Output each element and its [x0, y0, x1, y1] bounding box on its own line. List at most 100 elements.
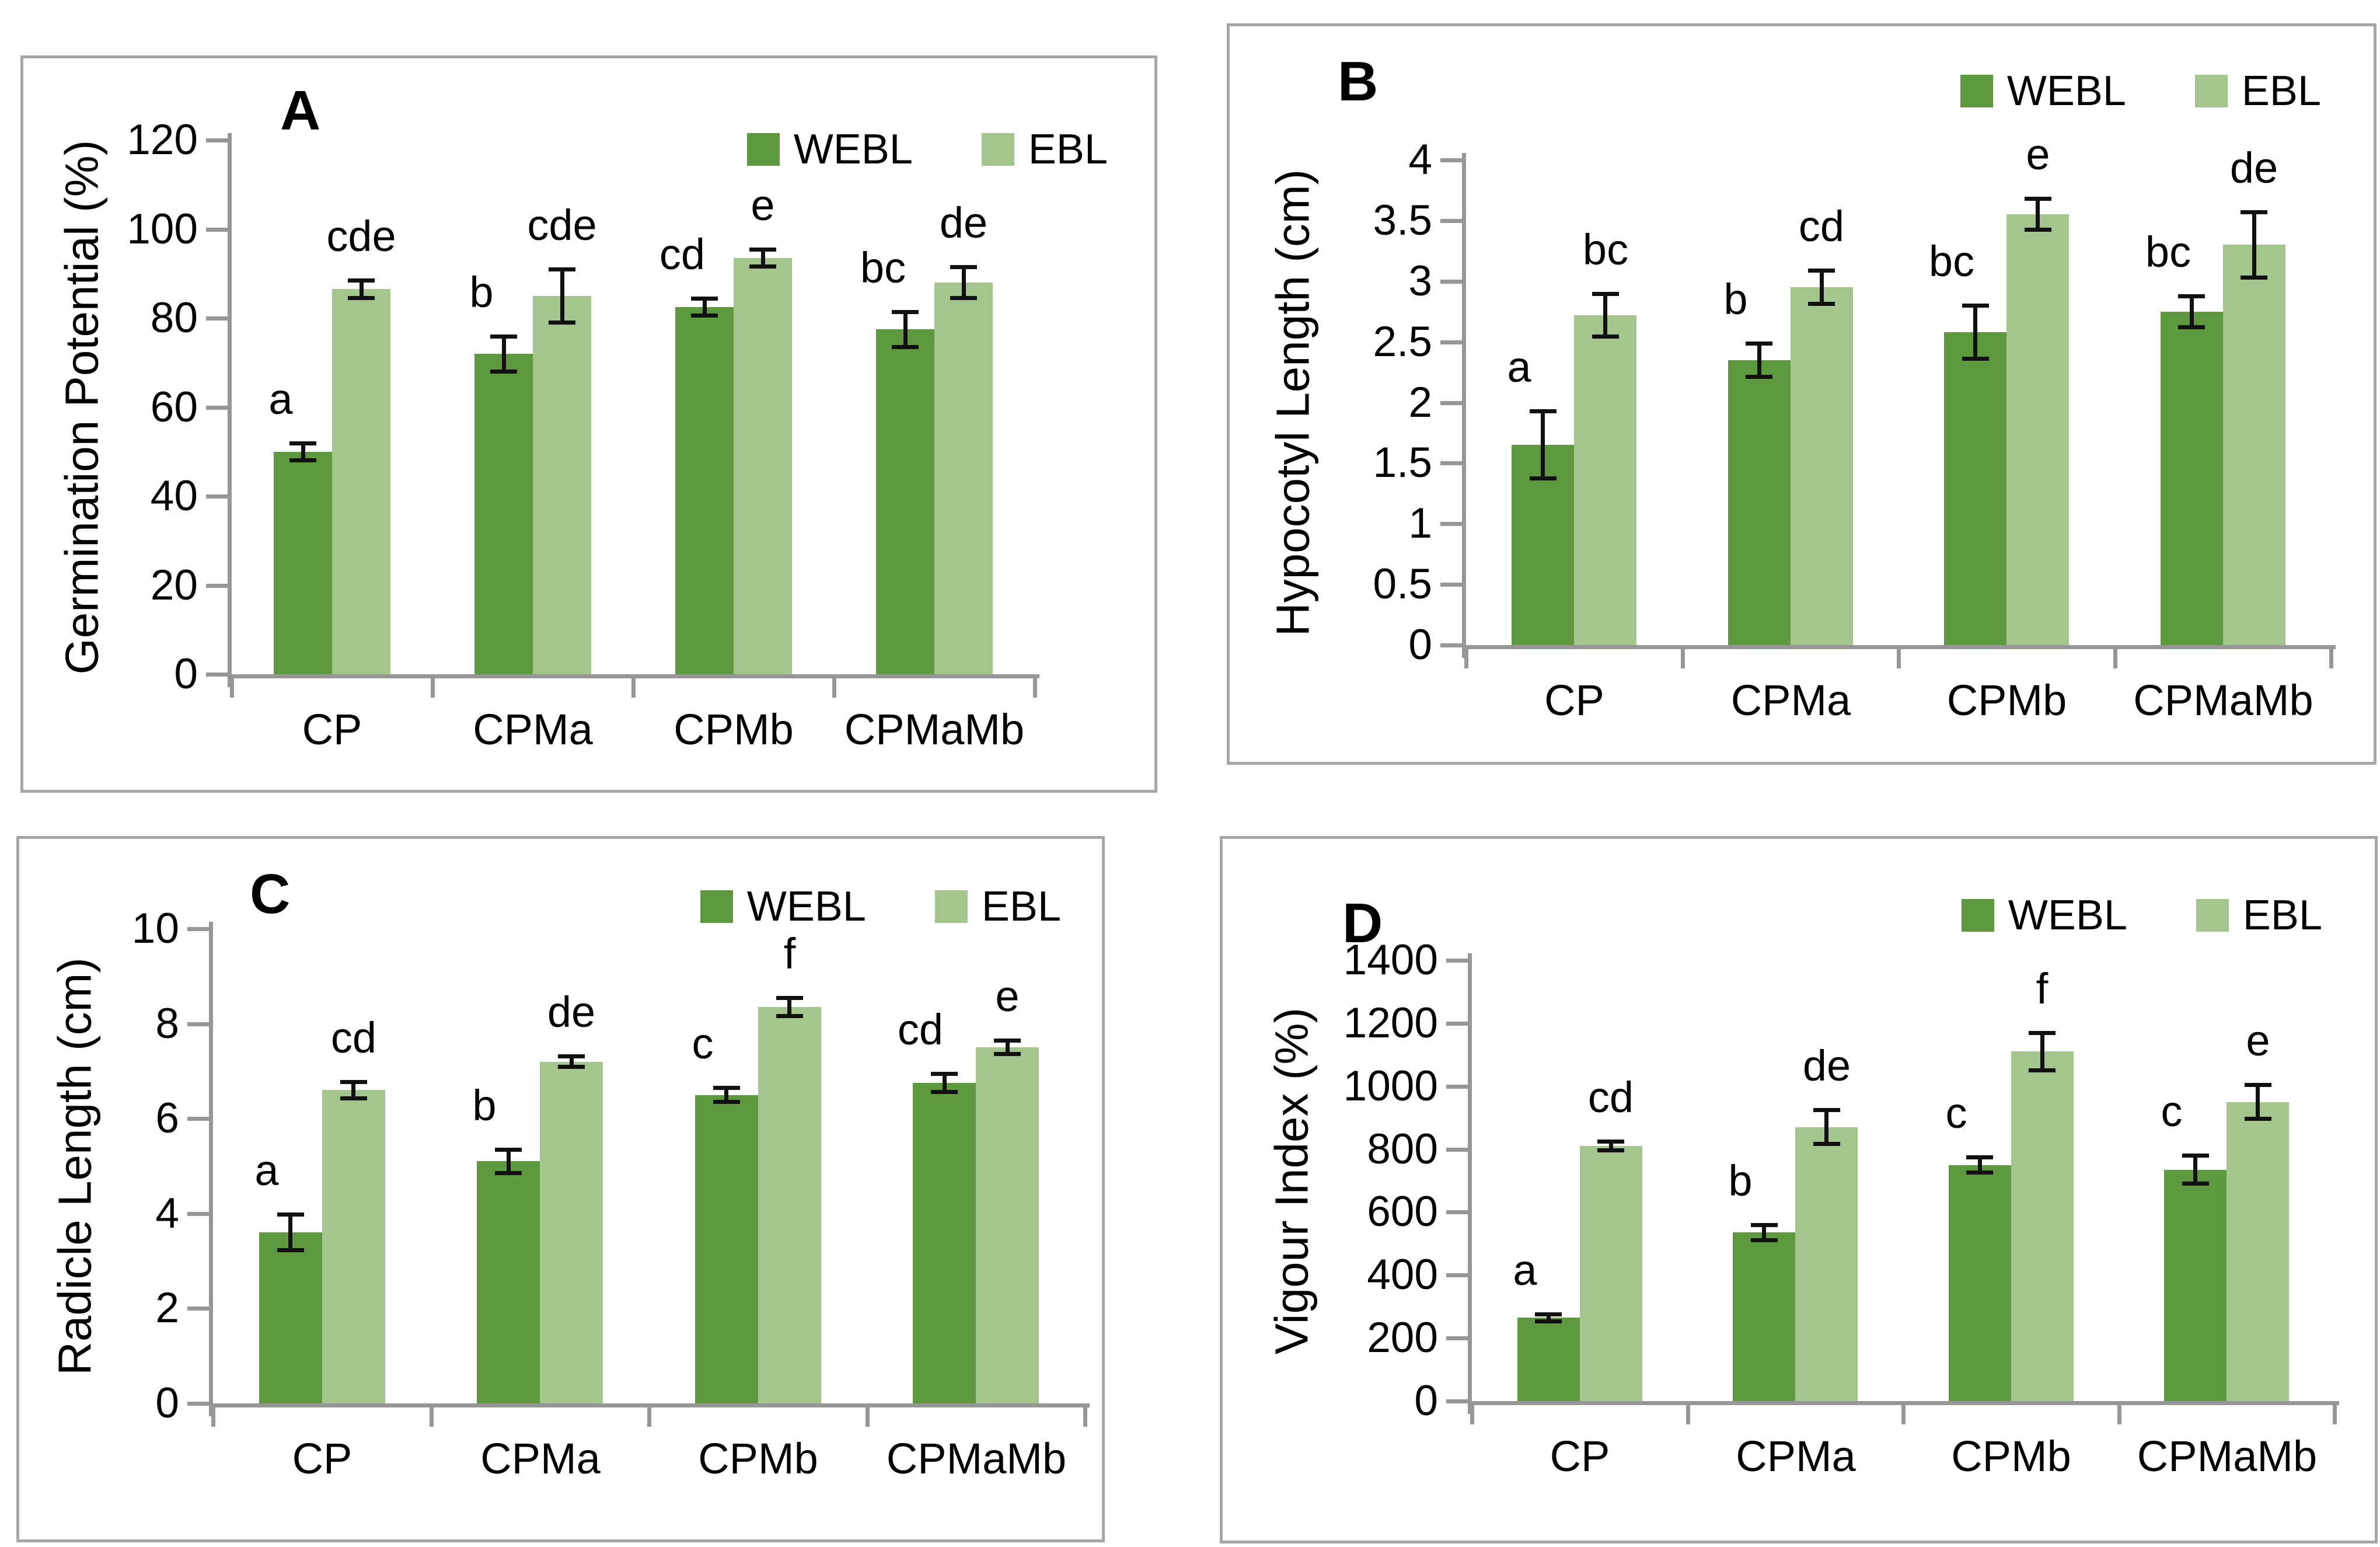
y-tick — [1440, 461, 1466, 466]
y-tick-label: 1000 — [1343, 1062, 1438, 1110]
bar-ebl-cpmb — [734, 258, 792, 674]
error-bar-cap-bottom — [277, 1248, 304, 1252]
x-tick — [1470, 1401, 1474, 1424]
panel-vigour-index: D WEBL EBL Vigour Index (%) 0 200 400 600 800 100… — [1220, 836, 2378, 1543]
error-bar-cap-top — [1597, 1140, 1624, 1144]
bar-webl-cp — [1517, 1318, 1580, 1401]
error-bar-cap-bottom — [1962, 357, 1989, 361]
error-bar — [2256, 1085, 2260, 1119]
significance-letter: f — [783, 929, 796, 978]
bar-webl-cpma — [477, 1161, 540, 1403]
x-tick — [1033, 674, 1037, 698]
error-bar-cap-bottom — [749, 264, 776, 269]
y-tick-label: 2 — [155, 1284, 179, 1332]
significance-letter: de — [939, 198, 988, 247]
significance-letter: e — [751, 181, 775, 229]
y-tick-label: 0.5 — [1373, 560, 1432, 608]
category-label-cpma: CPMa — [480, 1434, 601, 1483]
bar-ebl-cpmamb — [2227, 1102, 2289, 1401]
error-bar-cap-bottom — [1966, 1170, 1993, 1175]
legend-label-webl: WEBL — [2006, 68, 2126, 114]
error-bar — [502, 336, 506, 372]
error-bar-cap-top — [1530, 409, 1557, 413]
error-bar-cap-bottom — [1813, 1142, 1840, 1146]
bar-ebl-cpmamb — [2223, 245, 2285, 645]
y-tick — [1446, 1336, 1472, 1341]
legend-swatch-ebl-icon — [934, 890, 968, 923]
bar-webl-cp — [274, 452, 332, 674]
category-label-cpma: CPMa — [473, 705, 593, 754]
error-bar — [1973, 305, 1977, 358]
y-tick-label: 400 — [1367, 1251, 1438, 1299]
legend-item-webl: WEBL — [700, 886, 866, 928]
y-tick — [187, 927, 213, 931]
y-tick-label: 40 — [150, 472, 198, 520]
y-tick-label: 120 — [127, 116, 198, 163]
y-tick — [187, 1306, 213, 1311]
y-tick — [1440, 279, 1466, 284]
error-bar — [2040, 1033, 2044, 1071]
y-tick — [1446, 1210, 1472, 1215]
error-bar-cap-bottom — [558, 1065, 585, 1069]
bar-webl-cpmb — [695, 1095, 758, 1403]
error-bar-cap-bottom — [691, 313, 718, 318]
error-bar — [1757, 343, 1761, 377]
bar-webl-cpmamb — [2161, 312, 2223, 645]
error-bar-cap-top — [289, 441, 316, 445]
error-bar-cap-top — [1751, 1223, 1778, 1227]
error-bar — [351, 1082, 355, 1099]
error-bar-cap-bottom — [2245, 1117, 2271, 1121]
significance-letter: e — [2026, 130, 2050, 179]
bar-ebl-cpma — [533, 296, 591, 674]
panel-germination-potential: A WEBL EBL Germination Potential (%) 0 20 40 60… — [20, 55, 1157, 793]
error-bar-cap-bottom — [2182, 1182, 2209, 1186]
error-bar-cap-bottom — [2025, 228, 2051, 232]
y-tick-label: 80 — [150, 294, 198, 342]
y-tick-label: 10 — [131, 905, 179, 952]
significance-letter: bc — [1928, 237, 1975, 285]
y-tick — [206, 405, 232, 410]
x-tick — [2333, 1401, 2337, 1424]
y-tick — [1440, 340, 1466, 344]
y-tick-label: 3 — [1408, 257, 1432, 305]
bar-webl-cpma — [474, 354, 533, 674]
error-bar — [1541, 411, 1545, 479]
error-bar-cap-top — [490, 335, 517, 339]
legend-item-webl: WEBL — [1961, 892, 2127, 939]
error-bar-cap-bottom — [490, 370, 517, 374]
error-bar-cap-top — [1746, 342, 1772, 346]
error-bar — [761, 249, 765, 267]
bar-ebl-cpma — [1795, 1127, 1858, 1401]
significance-letter: a — [1513, 1246, 1537, 1294]
error-bar-cap-bottom — [776, 1014, 803, 1018]
legend-label-ebl: EBL — [2242, 892, 2322, 939]
legend: WEBL EBL — [746, 128, 1108, 170]
error-bar-cap-bottom — [1592, 335, 1619, 339]
y-tick — [1440, 400, 1466, 405]
x-tick — [1681, 645, 1685, 668]
category-label-cpma: CPMa — [1730, 676, 1851, 724]
y-tick — [1446, 1273, 1472, 1278]
y-tick-label: 3.5 — [1373, 196, 1432, 244]
legend: WEBL EBL — [1961, 892, 2322, 939]
x-tick — [1901, 1401, 1906, 1424]
x-tick — [866, 1403, 870, 1427]
y-tick — [1440, 218, 1466, 223]
legend-label-webl: WEBL — [2008, 892, 2127, 939]
error-bar — [507, 1149, 511, 1173]
legend-item-ebl: EBL — [981, 128, 1108, 170]
bar-webl-cpmb — [1949, 1165, 2011, 1401]
error-bar — [787, 998, 791, 1017]
significance-letter: c — [1945, 1089, 1967, 1137]
panel-radicle-length: C WEBL EBL Radicle Length (cm) 0 2 4 6 8 10 CP CPMa… — [16, 836, 1105, 1542]
error-bar — [1820, 270, 1824, 304]
error-bar-cap-bottom — [1535, 1319, 1562, 1323]
error-bar — [1547, 1314, 1551, 1322]
x-tick — [2329, 645, 2333, 668]
legend-item-ebl: EBL — [934, 886, 1061, 928]
y-tick-label: 2.5 — [1373, 318, 1432, 365]
error-bar-cap-top — [1808, 269, 1835, 273]
error-bar-cap-top — [776, 996, 803, 1000]
significance-letter: a — [268, 375, 293, 423]
significance-letter: cde — [527, 201, 597, 249]
